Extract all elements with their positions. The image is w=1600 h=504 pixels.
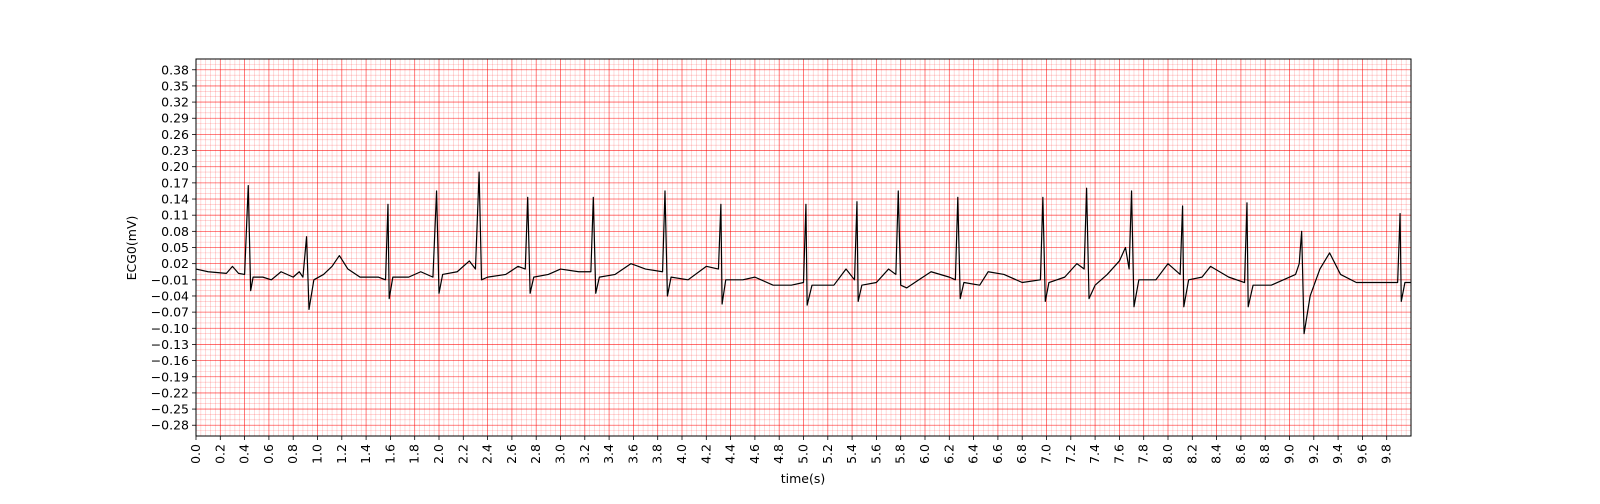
y-tick-label: 0.02 bbox=[161, 256, 189, 271]
x-tick-label: 5.2 bbox=[820, 444, 835, 464]
x-tick-label: 4.8 bbox=[771, 444, 786, 464]
y-tick-label: 0.08 bbox=[161, 224, 189, 239]
ecg-trace bbox=[195, 171, 1411, 335]
x-tick-label: 3.2 bbox=[577, 444, 592, 464]
x-tick-label: 6.8 bbox=[1014, 444, 1029, 464]
y-tick-label: 0.38 bbox=[161, 62, 189, 77]
y-tick-label: 0.32 bbox=[161, 95, 189, 110]
y-tick-label: 0.17 bbox=[161, 175, 189, 190]
x-tick-label: 0.8 bbox=[285, 444, 300, 464]
x-tick-label: 9.6 bbox=[1354, 444, 1369, 464]
y-tick-label: 0.20 bbox=[161, 159, 189, 174]
x-tick-label: 4.4 bbox=[723, 444, 738, 464]
x-tick-label: 0.4 bbox=[237, 444, 252, 464]
x-tick-label: 8.8 bbox=[1257, 444, 1272, 464]
x-tick-label: 7.0 bbox=[1039, 444, 1054, 464]
y-tick-label: −0.28 bbox=[151, 418, 189, 433]
x-tick-label: 8.2 bbox=[1184, 444, 1199, 464]
x-tick-label: 2.4 bbox=[480, 444, 495, 464]
x-axis-label: time(s) bbox=[781, 471, 826, 486]
x-tick-label: 8.4 bbox=[1209, 444, 1224, 464]
y-tick-label: 0.29 bbox=[161, 111, 189, 126]
y-tick-label: −0.22 bbox=[151, 385, 189, 400]
x-tick-label: 1.4 bbox=[358, 444, 373, 464]
x-tick-label: 5.8 bbox=[893, 444, 908, 464]
y-axis-label: ECG0(mV) bbox=[124, 216, 139, 281]
x-tick-label: 9.4 bbox=[1330, 444, 1345, 464]
plot-frame bbox=[195, 58, 1412, 437]
y-tick-label: −0.01 bbox=[151, 272, 189, 287]
x-tick-label: 3.6 bbox=[625, 444, 640, 464]
x-tick-label: 4.0 bbox=[674, 444, 689, 464]
y-tick-label: 0.26 bbox=[161, 127, 189, 142]
x-tick-label: 5.6 bbox=[868, 444, 883, 464]
x-tick-label: 0.6 bbox=[261, 444, 276, 464]
y-tick-label: −0.13 bbox=[151, 337, 189, 352]
y-tick-label: 0.14 bbox=[161, 192, 189, 207]
y-tick-label: −0.25 bbox=[151, 402, 189, 417]
y-tick-label: −0.16 bbox=[151, 353, 189, 368]
x-tick-label: 6.6 bbox=[990, 444, 1005, 464]
x-tick-label: 0.0 bbox=[188, 444, 203, 464]
x-tick-label: 3.0 bbox=[553, 444, 568, 464]
x-tick-label: 1.2 bbox=[334, 444, 349, 464]
x-tick-label: 2.0 bbox=[431, 444, 446, 464]
x-tick-label: 7.2 bbox=[1063, 444, 1078, 464]
x-tick-label: 6.0 bbox=[917, 444, 932, 464]
x-tick-label: 1.6 bbox=[382, 444, 397, 464]
y-tick-label: −0.10 bbox=[151, 321, 189, 336]
x-tick-label: 9.8 bbox=[1379, 444, 1394, 464]
x-tick-label: 5.0 bbox=[796, 444, 811, 464]
x-tick-label: 4.6 bbox=[747, 444, 762, 464]
x-tick-label: 4.2 bbox=[698, 444, 713, 464]
x-tick-label: 9.0 bbox=[1282, 444, 1297, 464]
y-tick-label: −0.04 bbox=[151, 288, 189, 303]
x-tick-label: 1.0 bbox=[310, 444, 325, 464]
y-tick-label: 0.35 bbox=[161, 78, 189, 93]
x-tick-label: 7.4 bbox=[1087, 444, 1102, 464]
x-tick-label: 6.2 bbox=[941, 444, 956, 464]
x-tick-label: 8.6 bbox=[1233, 444, 1248, 464]
x-tick-label: 6.4 bbox=[966, 444, 981, 464]
y-tick-label: 0.23 bbox=[161, 143, 189, 158]
y-tick-label: 0.11 bbox=[161, 208, 189, 223]
x-tick-label: 3.8 bbox=[650, 444, 665, 464]
y-tick-label: −0.19 bbox=[151, 369, 189, 384]
x-tick-label: 2.8 bbox=[528, 444, 543, 464]
y-tick-label: 0.05 bbox=[161, 240, 189, 255]
x-tick-label: 2.2 bbox=[455, 444, 470, 464]
x-tick-label: 8.0 bbox=[1160, 444, 1175, 464]
x-tick-label: 7.6 bbox=[1111, 444, 1126, 464]
x-tick-label: 0.2 bbox=[212, 444, 227, 464]
x-tick-label: 5.4 bbox=[844, 444, 859, 464]
x-tick-label: 1.8 bbox=[407, 444, 422, 464]
y-tick-label: −0.07 bbox=[151, 305, 189, 320]
x-tick-label: 3.4 bbox=[601, 444, 616, 464]
x-tick-label: 2.6 bbox=[504, 444, 519, 464]
x-tick-label: 9.2 bbox=[1306, 444, 1321, 464]
x-tick-label: 7.8 bbox=[1136, 444, 1151, 464]
